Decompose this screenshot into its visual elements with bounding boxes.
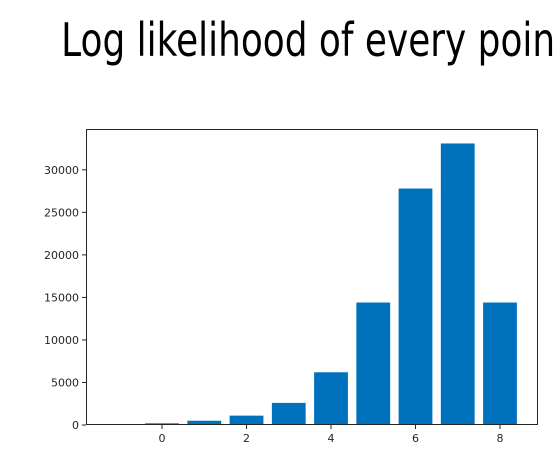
x-tick-label-8: 8	[496, 432, 503, 445]
x-tick-label-0: 0	[159, 432, 166, 445]
y-tick-label-15000: 15000	[44, 291, 79, 304]
y-tick-label-5000: 5000	[51, 376, 79, 389]
y-tick-label-0: 0	[72, 419, 79, 432]
y-tick-label-20000: 20000	[44, 249, 79, 262]
bar-6	[398, 188, 433, 425]
x-tick-label-6: 6	[412, 432, 419, 445]
x-tick-label-2: 2	[243, 432, 250, 445]
bar-5	[356, 302, 391, 425]
bar-4	[314, 372, 348, 425]
slide-title: Log likelihood of every point	[61, 13, 556, 67]
y-tick-label-25000: 25000	[44, 206, 79, 219]
plot-frame	[86, 129, 538, 425]
x-tick-label-4: 4	[328, 432, 335, 445]
y-tick-label-10000: 10000	[44, 334, 79, 347]
bar-7	[440, 143, 475, 425]
bar-1	[187, 420, 222, 425]
bar-8	[483, 302, 517, 425]
bars-group	[145, 143, 517, 425]
y-tick-label-30000: 30000	[44, 164, 79, 177]
bar-2	[229, 415, 264, 425]
bar-3	[271, 402, 306, 425]
x-ticks-group: 0 2 4 6 8	[159, 425, 503, 445]
y-ticks-group: 0 5000 10000 15000 20000 25000 30000	[44, 164, 86, 432]
